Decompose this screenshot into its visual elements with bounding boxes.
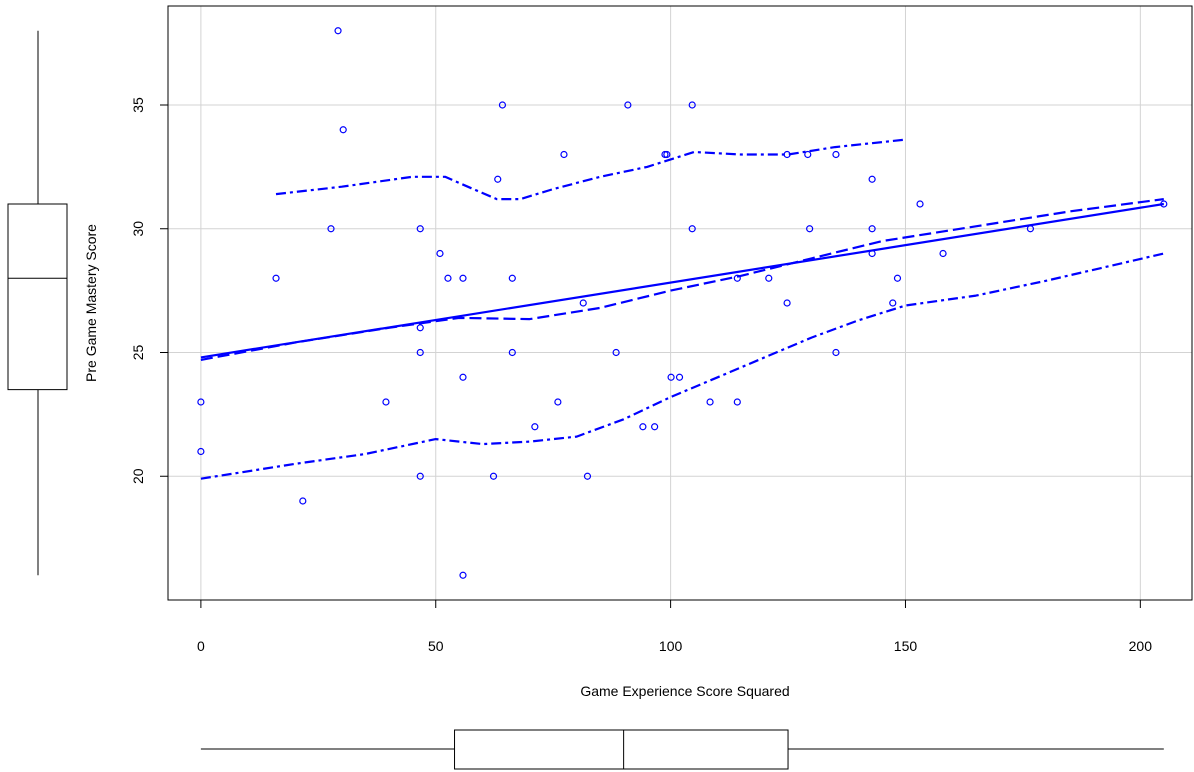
data-point — [868, 225, 876, 233]
fit-line-dotdash — [200, 252, 1165, 480]
fit-lines — [200, 138, 1165, 480]
data-point — [459, 274, 467, 282]
data-point — [459, 373, 467, 381]
data-point — [916, 200, 924, 208]
data-point — [272, 274, 280, 282]
x-tick-label: 150 — [894, 638, 918, 654]
data-point — [733, 274, 741, 282]
data-point — [494, 175, 502, 183]
y-tick-label: 20 — [130, 468, 146, 484]
data-point — [382, 398, 390, 406]
x-tick-label: 200 — [1129, 638, 1153, 654]
data-point — [939, 249, 947, 258]
data-point — [498, 101, 507, 109]
data-point — [868, 175, 876, 183]
y-marginal-boxplot — [7, 30, 68, 576]
x-boxplot-box — [454, 729, 789, 770]
fit-line-dashed — [200, 198, 1164, 361]
data-point — [327, 225, 335, 233]
data-point — [675, 373, 684, 381]
x-tick-label: 0 — [197, 638, 205, 654]
data-point — [765, 274, 773, 282]
x-tick-label: 50 — [428, 638, 444, 654]
data-point — [436, 249, 444, 258]
data-point — [416, 225, 424, 233]
data-point — [334, 27, 342, 35]
grid-lines — [168, 6, 1192, 600]
data-point — [339, 126, 347, 134]
data-point — [806, 225, 814, 233]
data-point — [531, 423, 539, 431]
x-axis-title: Game Experience Score Squared — [580, 683, 789, 699]
data-point — [197, 447, 205, 456]
y-tick-label: 25 — [130, 345, 146, 361]
data-point — [624, 101, 632, 109]
plot-frame — [167, 5, 1193, 601]
data-point — [612, 348, 620, 357]
data-point — [706, 398, 714, 406]
data-point — [579, 299, 587, 307]
data-point — [416, 472, 424, 480]
data-point — [832, 150, 840, 159]
data-point — [893, 274, 902, 282]
data-point — [508, 348, 516, 357]
data-point — [508, 274, 516, 282]
y-tick-label: 30 — [130, 221, 146, 237]
data-point — [197, 398, 205, 406]
y-boxplot-box — [7, 203, 68, 391]
data-point — [667, 373, 675, 381]
data-point — [459, 571, 467, 579]
data-point — [889, 299, 897, 307]
data-point — [688, 101, 696, 109]
data-point — [560, 150, 568, 159]
data-point — [583, 472, 592, 480]
x-marginal-boxplot — [200, 729, 1164, 770]
data-point — [639, 423, 647, 431]
x-axis: 0 50 100 150 200 — [197, 599, 1153, 654]
data-point — [804, 150, 812, 159]
x-tick-label: 100 — [659, 638, 683, 654]
data-point — [651, 423, 659, 431]
data-point — [416, 324, 424, 332]
data-point — [783, 299, 791, 307]
y-axis: 20 25 30 35 — [130, 97, 169, 484]
fit-line-dotdash — [275, 138, 906, 201]
y-axis-title: Pre Game Mastery Score — [83, 224, 99, 382]
data-point — [688, 225, 696, 233]
y-tick-label: 35 — [130, 97, 146, 113]
data-point — [444, 274, 452, 282]
data-points — [197, 27, 1168, 579]
data-point — [663, 150, 671, 159]
data-point — [299, 497, 307, 505]
data-point — [489, 472, 498, 480]
data-point — [832, 348, 840, 357]
data-point — [733, 398, 741, 406]
data-point — [416, 348, 424, 357]
data-point — [554, 398, 562, 406]
